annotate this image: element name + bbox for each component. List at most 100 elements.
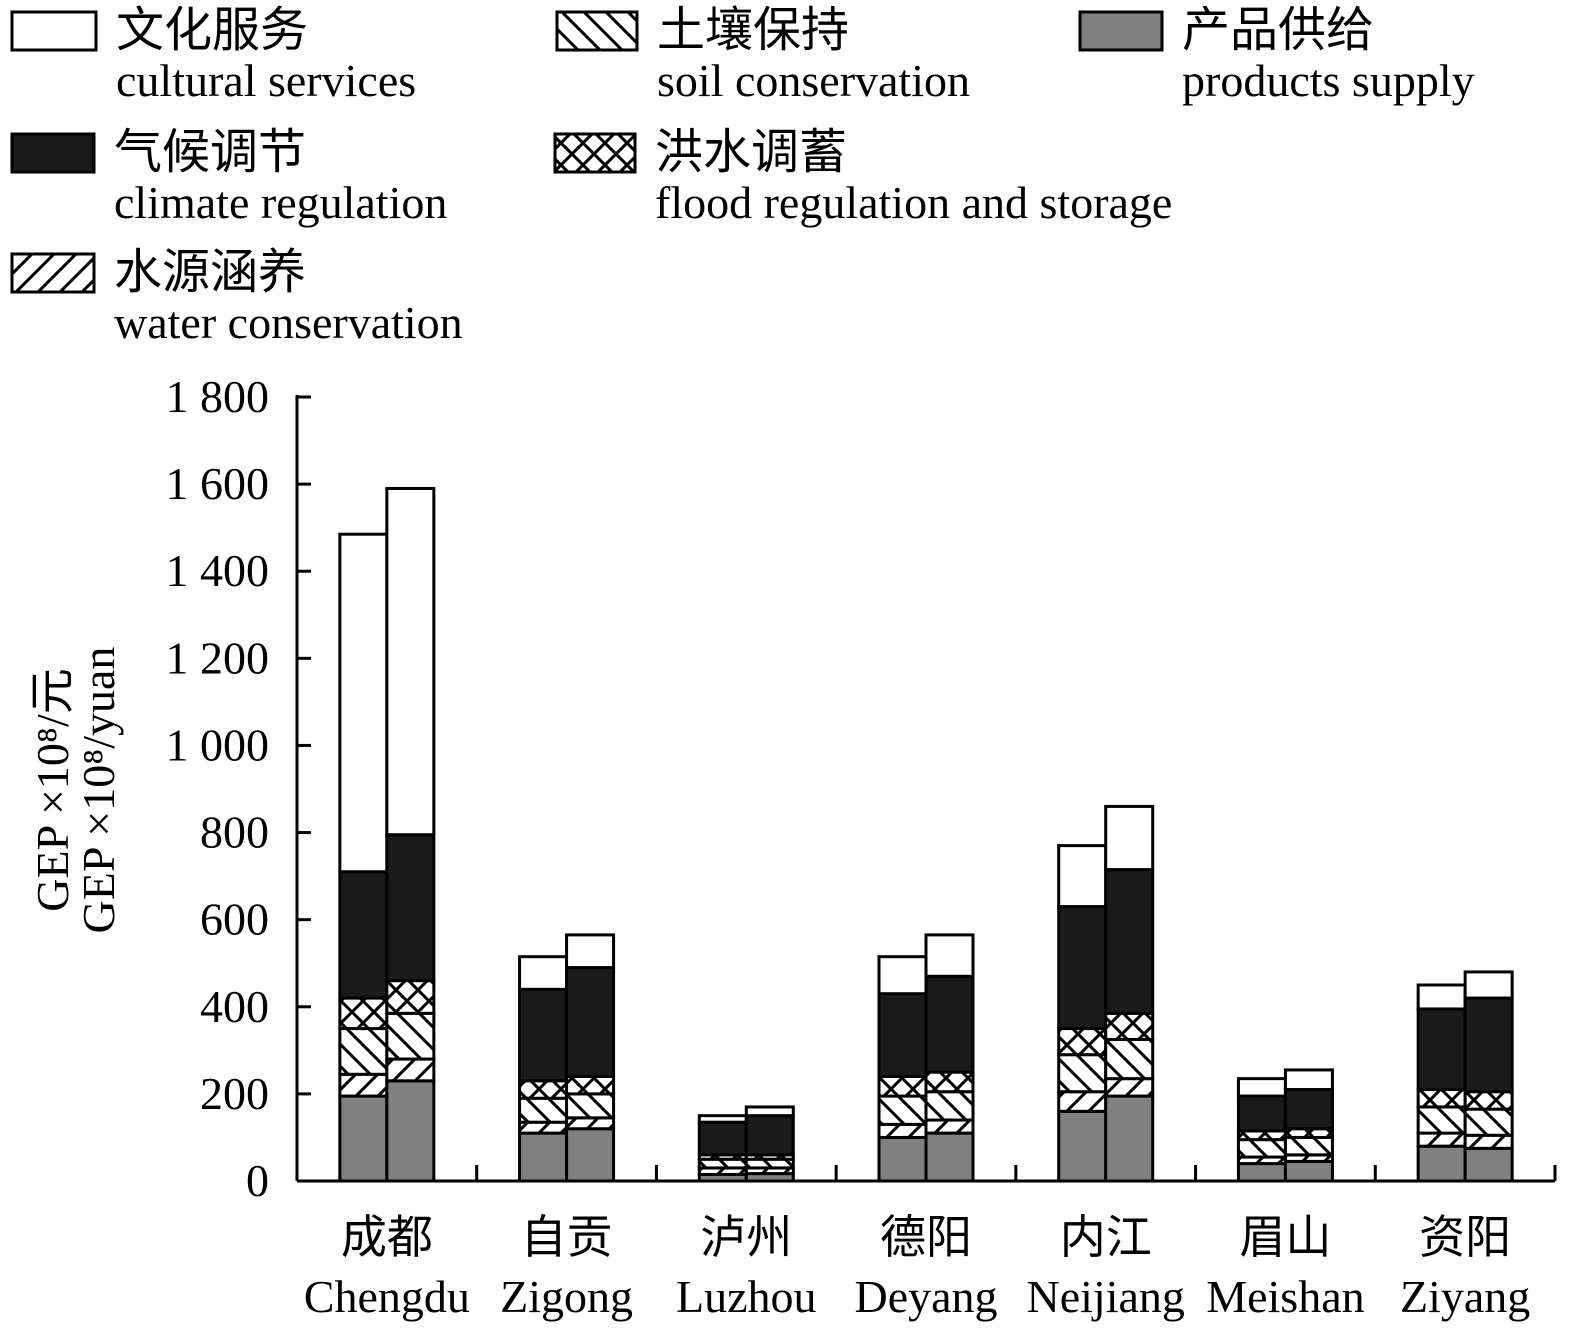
legend-label-flood-en: flood regulation and storage: [655, 177, 1172, 228]
bar-cultural-zigong-1: [518, 955, 569, 991]
bar-soil-meishan-1: [1236, 1138, 1287, 1159]
bar-water-chengdu-2: [385, 1057, 436, 1083]
legend-label-water-cn: 水源涵养: [114, 246, 306, 299]
bar-products-neijiang-2: [1104, 1094, 1155, 1183]
bar-flood-neijiang-2: [1104, 1011, 1155, 1041]
bar-climate-luzhou-2: [744, 1114, 795, 1157]
bar-products-zigong-1: [518, 1131, 569, 1183]
legend-swatch-products: [1078, 10, 1164, 52]
x-tick-label-cn-ziyang: 资阳: [1419, 1212, 1511, 1263]
y-axis-title-en: GEP ×10⁸/yuan: [73, 647, 124, 934]
x-tick-label-cn-luzhou: 泸州: [700, 1212, 792, 1263]
bar-cultural-zigong-2: [565, 933, 616, 970]
bar-climate-ziyang-2: [1463, 996, 1514, 1094]
y-tick-label-1600: 1 600: [166, 458, 270, 509]
y-axis-title-cn: GEP ×10⁸/元: [27, 668, 78, 911]
y-tick-label-600: 600: [200, 894, 269, 945]
bar-flood-chengdu-2: [385, 979, 436, 1015]
bar-climate-neijiang-1: [1057, 905, 1108, 1031]
legend-swatch-soil: [555, 10, 639, 52]
x-tick-label-cn-chengdu: 成都: [341, 1212, 433, 1263]
bar-flood-deyang-1: [877, 1074, 928, 1098]
x-tick-label-cn-meishan: 眉山: [1239, 1212, 1331, 1263]
bar-cultural-ziyang-2: [1463, 970, 1514, 1000]
x-tick-label-en-ziyang: Ziyang: [1400, 1271, 1530, 1322]
legend: 文化服务 cultural services 土壤保持 soil conserv…: [10, 4, 1475, 348]
bar-water-zigong-2: [565, 1116, 616, 1131]
bar-climate-meishan-2: [1283, 1088, 1334, 1131]
bar-cultural-chengdu-1: [338, 532, 389, 874]
legend-item-flood: 洪水调蓄 flood regulation and storage: [553, 126, 1172, 228]
bar-soil-deyang-2: [924, 1090, 975, 1122]
x-tick-label-cn-neijiang: 内江: [1060, 1212, 1152, 1263]
bar-water-deyang-1: [877, 1122, 928, 1139]
y-tick-label-200: 200: [200, 1068, 269, 1119]
bar-flood-neijiang-1: [1057, 1027, 1108, 1057]
bar-climate-zigong-1: [518, 987, 569, 1083]
y-tick-label-1800: 1 800: [166, 371, 270, 422]
bar-soil-zigong-1: [518, 1096, 569, 1124]
bar-climate-deyang-2: [924, 974, 975, 1074]
bar-soil-chengdu-2: [385, 1011, 436, 1061]
bar-products-meishan-1: [1236, 1162, 1287, 1183]
x-tick-label-en-deyang: Deyang: [854, 1271, 997, 1322]
legend-label-soil-cn: 土壤保持: [657, 4, 849, 57]
bar-climate-chengdu-1: [338, 870, 389, 1000]
y-tick-label-1400: 1 400: [166, 545, 270, 596]
bar-climate-deyang-1: [877, 992, 928, 1078]
x-tick-label-en-luzhou: Luzhou: [676, 1271, 817, 1322]
bar-products-chengdu-1: [338, 1094, 389, 1183]
legend-label-soil-en: soil conservation: [657, 55, 970, 106]
legend-label-cultural-en: cultural services: [116, 55, 416, 106]
bar-water-chengdu-1: [338, 1072, 389, 1098]
bar-water-neijiang-1: [1057, 1090, 1108, 1113]
bar-soil-ziyang-1: [1416, 1105, 1467, 1135]
x-tick-label-en-neijiang: Neijiang: [1027, 1271, 1185, 1322]
bar-soil-chengdu-1: [338, 1027, 389, 1076]
bar-cultural-meishan-1: [1236, 1077, 1287, 1098]
legend-label-climate-cn: 气候调节: [114, 126, 306, 179]
x-tick-label-en-chengdu: Chengdu: [304, 1271, 470, 1322]
bar-soil-neijiang-1: [1057, 1053, 1108, 1094]
bar-cultural-chengdu-2: [385, 486, 436, 837]
bar-climate-chengdu-2: [385, 833, 436, 983]
legend-swatch-flood: [553, 132, 637, 174]
bar-products-deyang-2: [924, 1131, 975, 1183]
bar-water-ziyang-2: [1463, 1133, 1514, 1150]
bar-flood-ziyang-1: [1416, 1088, 1467, 1109]
bar-products-neijiang-1: [1057, 1109, 1108, 1183]
y-axis-title: GEP ×10⁸/元 GEP ×10⁸/yuan: [27, 647, 124, 934]
y-tick-label-800: 800: [200, 807, 269, 858]
bar-cultural-neijiang-1: [1057, 844, 1108, 909]
legend-swatch-water: [10, 252, 96, 294]
bar-cultural-neijiang-2: [1104, 804, 1155, 872]
bar-cultural-luzhou-1: [697, 1114, 748, 1124]
bar-cultural-deyang-2: [924, 933, 975, 978]
bar-soil-neijiang-2: [1104, 1037, 1155, 1081]
legend-item-soil: 土壤保持 soil conservation: [555, 4, 970, 106]
legend-item-climate: 气候调节 climate regulation: [10, 126, 447, 228]
legend-label-climate-en: climate regulation: [114, 177, 447, 228]
bar-cultural-meishan-2: [1283, 1068, 1334, 1092]
y-tick-label-1000: 1 000: [166, 719, 270, 770]
bar-climate-ziyang-1: [1416, 1007, 1467, 1092]
legend-label-water-en: water conservation: [114, 297, 463, 348]
y-tick-label-1200: 1 200: [166, 632, 270, 683]
bar-products-ziyang-1: [1416, 1144, 1467, 1183]
bar-soil-ziyang-2: [1463, 1107, 1514, 1137]
x-tick-label-cn-deyang: 德阳: [880, 1212, 972, 1263]
legend-item-products: 产品供给 products supply: [1078, 4, 1475, 106]
bar-soil-deyang-1: [877, 1094, 928, 1126]
bar-water-neijiang-2: [1104, 1077, 1155, 1098]
bar-flood-zigong-1: [518, 1079, 569, 1100]
y-tick-label-400: 400: [200, 981, 269, 1032]
bar-flood-deyang-2: [924, 1070, 975, 1094]
bar-products-chengdu-2: [385, 1079, 436, 1183]
bar-soil-zigong-2: [565, 1092, 616, 1120]
legend-item-cultural: 文化服务 cultural services: [10, 4, 416, 106]
legend-swatch-climate: [10, 132, 96, 174]
legend-label-products-en: products supply: [1182, 55, 1475, 106]
bar-products-ziyang-2: [1463, 1146, 1514, 1183]
legend-label-cultural-cn: 文化服务: [116, 4, 308, 57]
